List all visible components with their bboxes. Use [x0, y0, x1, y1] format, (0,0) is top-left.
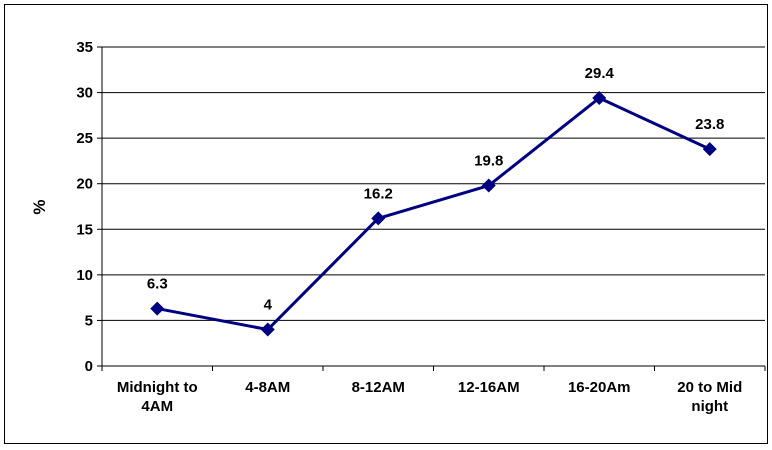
- y-tick-label: 0: [85, 358, 93, 375]
- x-tick-label-line: 12-16AM: [458, 379, 520, 396]
- y-tick-label: 20: [76, 176, 93, 193]
- y-tick-label: 30: [76, 85, 93, 102]
- data-label: 4: [264, 297, 273, 314]
- data-label: 16.2: [364, 185, 393, 202]
- y-tick-label: 15: [76, 221, 93, 238]
- data-labels: 6.3 4 16.2 19.8 29.4 23.8: [147, 65, 725, 314]
- data-label: 29.4: [585, 65, 615, 82]
- x-tick-label-line: 4-8AM: [245, 379, 290, 396]
- x-tick-label: 8-12AM: [352, 379, 405, 396]
- data-point-marker: [592, 91, 607, 106]
- gridlines: [97, 46, 765, 367]
- data-label: 23.8: [695, 116, 724, 133]
- data-point-marker: [702, 142, 717, 157]
- y-tick-label: 10: [76, 267, 93, 284]
- data-point-marker: [371, 211, 386, 226]
- x-tick-label-line: 20 to Mid: [677, 379, 742, 396]
- data-point-marker: [150, 301, 165, 316]
- y-axis-label: %: [30, 199, 49, 214]
- y-tick-label: 5: [85, 312, 93, 329]
- x-tick-label: 12-16AM: [458, 379, 520, 396]
- x-tick-label: 20 to Mid night: [677, 379, 742, 415]
- data-point-marker: [260, 322, 275, 337]
- y-tick-labels: 0 5 10 15 20 25 30 35: [76, 39, 93, 375]
- x-tick-label: 4-8AM: [245, 379, 290, 396]
- x-tick-labels: Midnight to 4AM 4-8AM 8-12AM 12-16AM 16-20Am 2…: [117, 379, 742, 415]
- data-label: 19.8: [474, 153, 503, 170]
- series-line: [156, 96, 711, 332]
- x-tick-label-line: 16-20Am: [568, 379, 631, 396]
- x-tick-label-line: Midnight to: [117, 379, 198, 396]
- x-tick-label-line: 4AM: [141, 398, 173, 415]
- x-tick-label: 16-20Am: [568, 379, 631, 396]
- line-chart: 0 5 10 15 20 25 30 35 Midnight to 4AM 4-8AM 8-12AM…: [30, 39, 766, 415]
- series-group: [150, 91, 717, 337]
- chart-frame: 0 5 10 15 20 25 30 35 Midnight to 4AM 4-8AM 8-12AM…: [4, 4, 768, 444]
- x-tick-label: Midnight to 4AM: [117, 379, 198, 415]
- y-tick-label: 35: [76, 39, 93, 56]
- data-point-marker: [481, 178, 496, 193]
- y-tick-label: 25: [76, 130, 93, 147]
- x-tick-label-line: 8-12AM: [352, 379, 405, 396]
- x-tick-label-line: night: [691, 398, 728, 415]
- data-label: 6.3: [147, 276, 168, 293]
- axes: [101, 47, 766, 371]
